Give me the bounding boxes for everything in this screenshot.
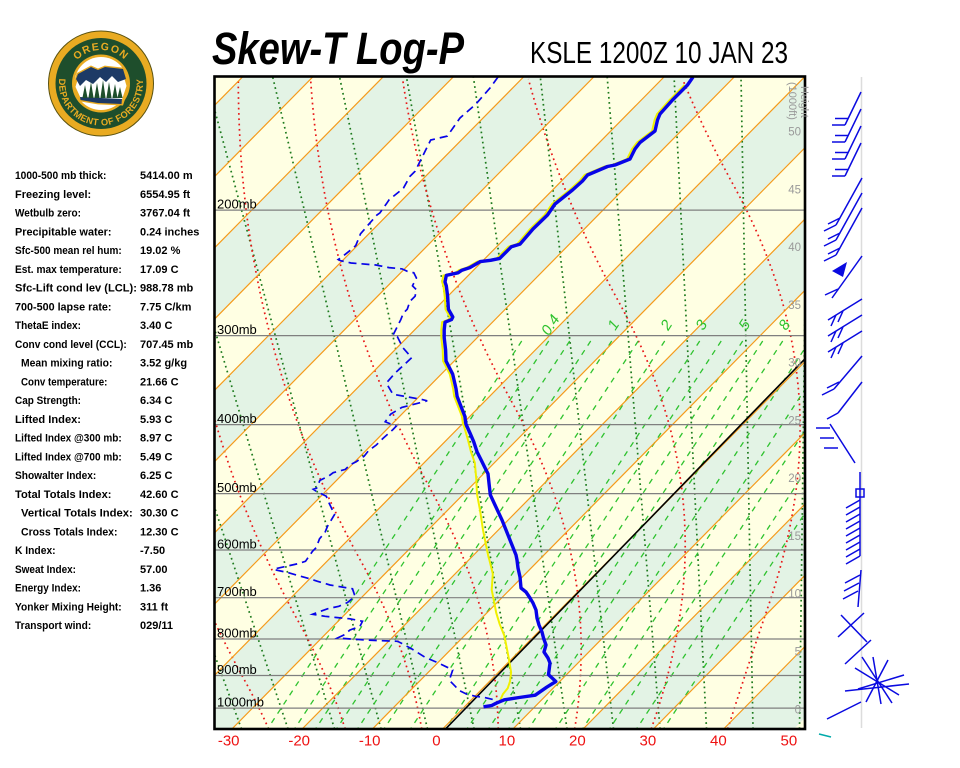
svg-text:3767.04 ft: 3767.04 ft — [140, 208, 190, 220]
svg-text:Wetbulb zero:: Wetbulb zero: — [15, 208, 81, 220]
svg-text:-30: -30 — [218, 733, 240, 750]
svg-text:57.00: 57.00 — [140, 564, 168, 576]
svg-text:Showalter Index:: Showalter Index: — [15, 470, 96, 482]
svg-text:10: 10 — [788, 589, 801, 601]
svg-text:Lifted Index:: Lifted Index: — [15, 414, 81, 426]
svg-text:Freezing level:: Freezing level: — [15, 189, 91, 201]
svg-text:500mb: 500mb — [217, 480, 257, 495]
svg-text:25: 25 — [788, 415, 801, 427]
svg-text:800mb: 800mb — [217, 626, 257, 641]
svg-text:Skew-T Log-P: Skew-T Log-P — [212, 23, 465, 74]
svg-text:-10: -10 — [359, 733, 381, 750]
svg-text:10: 10 — [499, 733, 516, 750]
svg-text:Est. max temperature:: Est. max temperature: — [15, 264, 122, 276]
svg-text:6.34 C: 6.34 C — [140, 395, 172, 407]
svg-text:Mean mixing ratio:: Mean mixing ratio: — [21, 358, 112, 370]
svg-text:35: 35 — [788, 300, 801, 312]
svg-text:40: 40 — [788, 242, 801, 254]
svg-text:Height: Height — [798, 86, 810, 118]
svg-text:200mb: 200mb — [217, 197, 257, 212]
svg-text:Lifted Index @700 mb:: Lifted Index @700 mb: — [15, 451, 122, 463]
svg-text:Cap Strength:: Cap Strength: — [15, 395, 81, 407]
svg-text:Lifted Index @300 mb:: Lifted Index @300 mb: — [15, 433, 122, 445]
svg-text:Sweat Index:: Sweat Index: — [15, 564, 76, 576]
svg-text:3.40 C: 3.40 C — [140, 320, 172, 332]
svg-text:50: 50 — [788, 127, 801, 139]
svg-text:(1000ft): (1000ft) — [786, 82, 798, 120]
svg-text:311 ft: 311 ft — [140, 602, 168, 614]
svg-text:20: 20 — [569, 733, 586, 750]
svg-text:Precipitable water:: Precipitable water: — [15, 226, 112, 238]
svg-text:Sfc-Lift cond lev (LCL):: Sfc-Lift cond lev (LCL): — [15, 283, 137, 295]
svg-text:30.30 C: 30.30 C — [140, 508, 179, 520]
svg-text:1000-500 mb thick:: 1000-500 mb thick: — [15, 170, 106, 182]
svg-text:Conv cond level (CCL):: Conv cond level (CCL): — [15, 339, 127, 351]
svg-text:3.52 g/kg: 3.52 g/kg — [140, 358, 187, 370]
svg-text:Sfc-500 mean rel hum:: Sfc-500 mean rel hum: — [15, 245, 122, 257]
svg-text:Vertical Totals Index:: Vertical Totals Index: — [21, 508, 133, 520]
svg-text:Cross Totals Index:: Cross Totals Index: — [21, 527, 118, 539]
svg-text:-20: -20 — [288, 733, 310, 750]
svg-text:15: 15 — [788, 531, 801, 543]
svg-text:988.78 mb: 988.78 mb — [140, 283, 193, 295]
svg-text:-7.50: -7.50 — [140, 545, 165, 557]
svg-text:ThetaE index:: ThetaE index: — [15, 320, 81, 332]
svg-text:30: 30 — [788, 358, 801, 370]
svg-text:1.36: 1.36 — [140, 583, 161, 595]
svg-text:029/11: 029/11 — [140, 620, 173, 632]
svg-text:707.45 mb: 707.45 mb — [140, 339, 193, 351]
svg-text:300mb: 300mb — [217, 322, 257, 337]
svg-text:Transport wind:: Transport wind: — [15, 620, 91, 632]
svg-text:600mb: 600mb — [217, 537, 257, 552]
svg-text:KSLE 1200Z 10 JAN 23: KSLE 1200Z 10 JAN 23 — [530, 36, 788, 70]
svg-text:8.97 C: 8.97 C — [140, 433, 172, 445]
svg-text:400mb: 400mb — [217, 411, 257, 426]
svg-text:1000mb: 1000mb — [217, 695, 264, 710]
svg-text:5414.00 m: 5414.00 m — [140, 170, 193, 182]
svg-text:40: 40 — [710, 733, 727, 750]
svg-text:0.24 inches: 0.24 inches — [140, 226, 199, 238]
svg-text:K Index:: K Index: — [15, 545, 56, 557]
svg-text:0: 0 — [795, 704, 801, 716]
svg-text:7.75 C/km: 7.75 C/km — [140, 301, 192, 313]
svg-text:5.93 C: 5.93 C — [140, 414, 172, 426]
svg-text:5.49 C: 5.49 C — [140, 451, 172, 463]
svg-text:21.66 C: 21.66 C — [140, 376, 179, 388]
svg-text:0: 0 — [432, 733, 440, 750]
svg-text:50: 50 — [781, 733, 798, 750]
svg-text:12.30 C: 12.30 C — [140, 527, 179, 539]
svg-text:Conv temperature:: Conv temperature: — [21, 376, 107, 388]
svg-text:700mb: 700mb — [217, 584, 257, 599]
svg-text:6.25 C: 6.25 C — [140, 470, 172, 482]
svg-text:6554.95 ft: 6554.95 ft — [140, 189, 190, 201]
svg-text:Total Totals Index:: Total Totals Index: — [15, 489, 112, 501]
svg-text:Yonker Mixing Height:: Yonker Mixing Height: — [15, 602, 122, 614]
svg-text:5: 5 — [795, 647, 801, 659]
svg-text:45: 45 — [788, 184, 801, 196]
svg-text:Energy Index:: Energy Index: — [15, 583, 81, 595]
svg-text:19.02 %: 19.02 % — [140, 245, 181, 257]
svg-text:30: 30 — [640, 733, 657, 750]
svg-text:17.09 C: 17.09 C — [140, 264, 179, 276]
svg-text:20: 20 — [788, 473, 801, 485]
svg-text:700-500 lapse rate:: 700-500 lapse rate: — [15, 301, 112, 313]
svg-text:42.60 C: 42.60 C — [140, 489, 179, 501]
svg-text:900mb: 900mb — [217, 662, 257, 677]
